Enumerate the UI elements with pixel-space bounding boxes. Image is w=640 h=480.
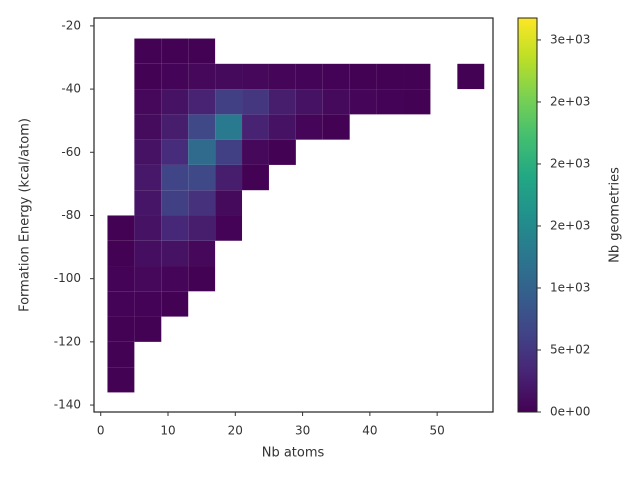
hist-cell — [188, 89, 216, 115]
y-tick-label: -100 — [54, 271, 81, 285]
hist-cell — [403, 63, 431, 90]
hist-cell — [161, 139, 189, 165]
colorbar-tick-label: 2e+03 — [550, 94, 590, 108]
hist-cell — [242, 63, 269, 90]
hist-cell — [134, 316, 162, 342]
hist-cell — [322, 89, 350, 115]
hist-cell — [215, 215, 243, 241]
hist-cell — [134, 164, 162, 191]
hist-cell — [134, 89, 162, 115]
y-axis-label: Formation Energy (kcal/atom) — [18, 118, 33, 312]
hist-cell — [268, 89, 296, 115]
hist-cell — [161, 164, 189, 191]
hist-cell — [215, 89, 243, 115]
hist-cell — [295, 114, 323, 140]
colorbar-tick-label: 2e+03 — [550, 218, 590, 232]
x-tick-label: 50 — [430, 424, 445, 438]
hist-cell — [322, 114, 350, 140]
colorbar-label: Nb geometries — [608, 167, 623, 263]
y-tick-label: -40 — [61, 82, 81, 96]
hist-cell — [295, 63, 323, 90]
hist-cell — [107, 266, 135, 292]
hist-cell — [215, 139, 243, 165]
hist-cell — [403, 89, 431, 115]
hist-cell — [242, 89, 269, 115]
hist-cell — [107, 291, 135, 317]
hist-cell — [161, 266, 189, 292]
hist-cell — [188, 38, 216, 64]
hist-cell — [107, 316, 135, 342]
x-tick-label: 20 — [228, 424, 243, 438]
hist-cell — [107, 240, 135, 267]
colorbar-tick-label: 5e+02 — [550, 342, 590, 356]
hist-cell — [376, 89, 404, 115]
hist-cell — [188, 114, 216, 140]
hist-cell — [134, 114, 162, 140]
hist-cell — [161, 190, 189, 216]
hist-cell — [161, 291, 189, 317]
hist-cell — [161, 89, 189, 115]
hist-cell — [215, 190, 243, 216]
hist-cell — [134, 266, 162, 292]
hist-cell — [188, 164, 216, 191]
hist-cell — [134, 291, 162, 317]
x-tick-label: 10 — [160, 424, 175, 438]
x-axis-label: Nb atoms — [262, 446, 325, 461]
hist-cell — [188, 190, 216, 216]
hist-cell — [349, 63, 377, 90]
hist-cell — [295, 89, 323, 115]
hist-cell — [161, 38, 189, 64]
hist-cell — [188, 266, 216, 292]
hist-cell — [161, 240, 189, 267]
hist-cell — [107, 341, 135, 368]
colorbar-tick-label: 2e+03 — [550, 156, 590, 170]
hist-cell — [134, 240, 162, 267]
hist-cell — [215, 63, 243, 90]
colorbar-tick-label: 1e+03 — [550, 280, 590, 294]
x-tick-label: 30 — [295, 424, 310, 438]
hist-cell — [242, 114, 269, 140]
hist-cell — [457, 63, 485, 90]
x-tick-label: 0 — [97, 424, 105, 438]
colorbar-tick-label: 0e+00 — [550, 405, 590, 419]
hist-cell — [242, 164, 269, 191]
hist-cell — [268, 139, 296, 165]
hist-cell — [215, 114, 243, 140]
hist-cell — [349, 89, 377, 115]
y-tick-label: -60 — [61, 145, 81, 159]
y-tick-label: -120 — [54, 334, 81, 348]
hist-cell — [188, 215, 216, 241]
hist-cell — [215, 164, 243, 191]
hist-cell — [242, 139, 269, 165]
hist-cell — [188, 63, 216, 90]
hist-cell — [161, 114, 189, 140]
hist-cell — [268, 114, 296, 140]
hist-cell — [376, 63, 404, 90]
y-tick-label: -80 — [61, 208, 81, 222]
colorbar-tick-label: 3e+03 — [550, 32, 590, 46]
hist-cell — [161, 63, 189, 90]
y-tick-label: -140 — [54, 398, 81, 412]
hist-cell — [322, 63, 350, 90]
hist-cell — [188, 240, 216, 267]
hist-cell — [268, 63, 296, 90]
hist-cell — [134, 38, 162, 64]
hist-cell — [161, 215, 189, 241]
x-tick-label: 40 — [362, 424, 377, 438]
hist-cell — [134, 139, 162, 165]
hist-cell — [134, 215, 162, 241]
hist-cell — [134, 190, 162, 216]
hist-cell — [134, 63, 162, 90]
colorbar — [517, 17, 538, 413]
hist-cell — [107, 367, 135, 393]
y-tick-label: -20 — [61, 18, 81, 32]
hist-cell — [188, 139, 216, 165]
hist-cell — [107, 215, 135, 241]
